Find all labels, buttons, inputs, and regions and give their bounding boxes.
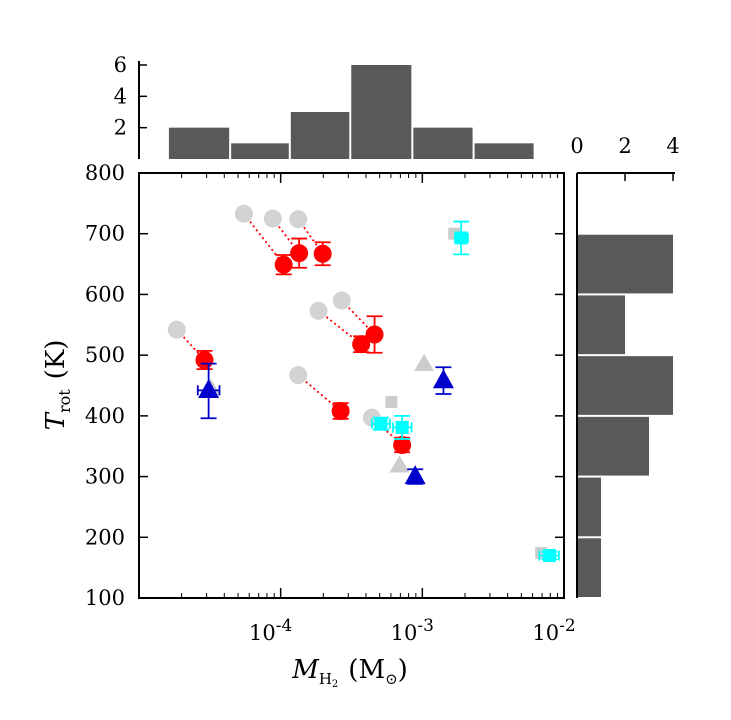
data-point-circle [234, 204, 253, 223]
series-3 [195, 237, 412, 454]
y-axis-title: Trot(K) [41, 340, 74, 431]
data-point-circle [309, 301, 328, 320]
data-point-circle [289, 366, 308, 385]
data-point-square [385, 395, 398, 408]
link-line [317, 310, 362, 345]
data-point-circle [365, 325, 384, 344]
y-tick-label: 700 [85, 222, 125, 246]
y-tick-label: 200 [85, 525, 125, 549]
right-histogram-bar [577, 356, 673, 415]
link-line [297, 374, 342, 412]
y-tick-label: 600 [85, 282, 125, 306]
main-plot: 100 200 300 400 500 600 700 800 10-4 10-3 10-2 [85, 161, 576, 645]
right-histogram-bar [577, 416, 649, 476]
y-tick-label: 400 [85, 404, 125, 428]
top-histogram-tick-label: 4 [114, 84, 127, 108]
right-histogram-tick-label: 2 [618, 134, 631, 158]
top-histogram-tick-label: 2 [114, 116, 127, 140]
data-point-circle [290, 244, 309, 263]
right-histogram-bar [577, 234, 673, 294]
x-tick-label: 10-4 [249, 616, 292, 645]
right-histogram-bar [577, 538, 601, 597]
top-histogram-bar [351, 65, 412, 159]
top-histogram-bar [474, 143, 534, 159]
series-0 [167, 204, 381, 427]
top-histogram-tick-label: 6 [114, 53, 127, 77]
data-point-triangle [404, 465, 426, 485]
data-point-triangle [389, 455, 410, 473]
data-point-circle [313, 244, 332, 263]
data-point-circle [332, 291, 351, 310]
top-histogram-bar [413, 127, 473, 159]
data-point-square [454, 231, 468, 245]
data-point-circle [393, 436, 412, 454]
series-5 [196, 362, 454, 485]
right-histogram-bar [577, 295, 625, 355]
link-line [243, 213, 285, 266]
top-histogram-bar [168, 127, 230, 159]
y-tick-label: 500 [85, 343, 125, 367]
data-point-triangle [198, 378, 220, 398]
right-histogram-bar [577, 477, 601, 537]
right-histogram: 0 2 4 [570, 134, 680, 598]
right-histogram-tick-label: 0 [570, 134, 583, 158]
y-tick-label: 300 [85, 465, 125, 489]
data-point-circle [289, 210, 308, 229]
series-2 [200, 354, 435, 473]
data-point-square [542, 549, 556, 562]
data-point-circle [167, 320, 186, 339]
x-axis-title: MH2 (M⊙) [291, 655, 408, 690]
data-point-square [374, 417, 388, 431]
data-point-triangle [414, 354, 435, 372]
data-point-circle [331, 402, 350, 420]
data-point-square [395, 420, 409, 434]
series-1 [385, 227, 548, 560]
data-point-circle [195, 351, 214, 369]
data-point-circle [352, 335, 371, 354]
y-tick-label: 100 [85, 586, 125, 610]
plot-frame [138, 172, 565, 599]
series-4 [370, 220, 560, 562]
y-tick-label: 800 [85, 161, 125, 185]
x-tick-label: 10-2 [532, 616, 575, 645]
axis-titles: Trot(K) MH2 (M⊙) [41, 340, 408, 690]
right-histogram-tick-label: 4 [666, 134, 679, 158]
top-histogram-bar [231, 143, 289, 159]
data-point-triangle [432, 369, 454, 389]
top-histogram-bar [290, 112, 350, 159]
data-point-circle [274, 255, 293, 274]
top-histogram: 2 4 6 [114, 53, 534, 159]
data-point-circle [263, 209, 282, 228]
x-tick-label: 10-3 [391, 616, 434, 645]
